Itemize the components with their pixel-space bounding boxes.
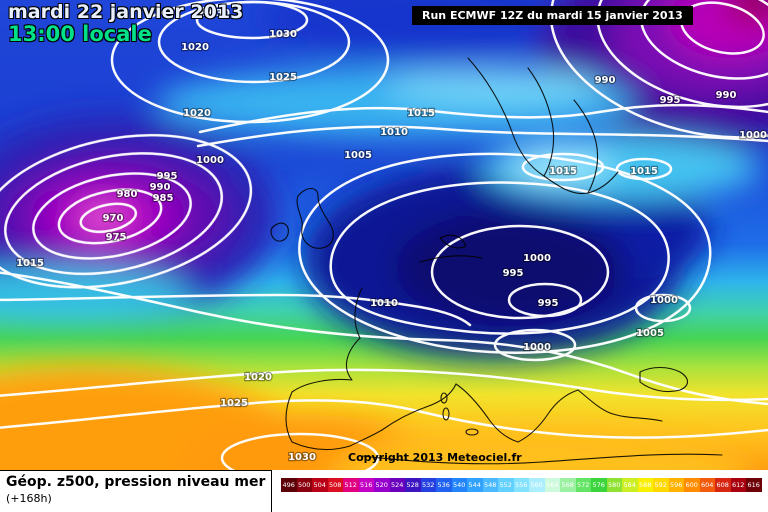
copyright-text: Copyright 2013 Meteociel.fr [348,451,522,464]
run-info-text: Run ECMWF 12Z du mardi 15 janvier 2013 [422,9,683,22]
contour-label: 1025 [269,72,297,83]
map-area: 1030 1030 1020 1025 1020 1015 1010 1005 1000 995 9… [0,0,768,470]
colorbar-cell: 564 [544,478,560,492]
colorbar-cell: 512 [343,478,359,492]
colorbar-cell: 568 [560,478,576,492]
colorbar-cell: 500 [296,478,312,492]
contour-label: 990 [150,182,171,193]
lead-time: (+168h) [6,492,52,505]
colorbar-cell: 496 [281,478,297,492]
colorbar-cell: 516 [358,478,374,492]
contour-label: 1015 [16,258,44,269]
contour-label: 975 [106,232,127,243]
colorbar-cell: 576 [591,478,607,492]
forecast-datetime: mardi 22 janvier 2013 13:00 locale [8,1,244,47]
contour-label: 1010 [380,127,408,138]
contour-label: 995 [660,95,681,106]
colorbar-cell: 592 [653,478,669,492]
colorbar-cell: 504 [312,478,328,492]
colorbar-cell: 508 [327,478,343,492]
colorbar-cell: 532 [420,478,436,492]
colorbar-cell: 528 [405,478,421,492]
contour-label: 1015 [407,108,435,119]
colorbar-cell: 584 [622,478,638,492]
colorbar-cell: 540 [451,478,467,492]
map-title: Géop. z500, pression niveau mer [6,474,266,490]
colorbar-cell: 612 [730,478,746,492]
contour-label: 1005 [344,150,372,161]
contour-label: 1000 [523,342,551,353]
contour-label: 1000 [523,253,551,264]
forecast-date: mardi 22 janvier 2013 [8,1,244,23]
colorbar-cell: 560 [529,478,545,492]
contour-label: 1020 [181,42,209,53]
colorbar-cell: 536 [436,478,452,492]
colorbar-cell: 548 [482,478,498,492]
contour-label: 1010 [370,298,398,309]
map-title-box: Géop. z500, pression niveau mer (+168h) [0,470,272,512]
colorbar-cell: 556 [513,478,529,492]
contour-label: 1025 [220,398,248,409]
contour-label: 995 [503,268,524,279]
colorbar-cell: 596 [668,478,684,492]
contour-label: 980 [117,189,138,200]
forecast-time: 13:00 locale [8,22,152,47]
contour-label: 1000 [650,295,678,306]
run-info-box: Run ECMWF 12Z du mardi 15 janvier 2013 [412,6,693,25]
contour-label: 1000 [196,155,224,166]
contour-label: 995 [538,298,559,309]
contour-label: 995 [157,171,178,182]
colorbar-cell: 552 [498,478,514,492]
colorbar-cell: 616 [746,478,762,492]
contour-label: 1020 [244,372,272,383]
contour-label: 970 [103,213,124,224]
isobar-contours [0,0,768,470]
colorbar-cell: 600 [684,478,700,492]
colorbar-cell: 608 [715,478,731,492]
contour-label: 1015 [630,166,658,177]
colorbar: 496 500 504 508 512 516 520 524 528 532 536 540 544 5… [281,478,762,492]
colorbar-cell: 572 [575,478,591,492]
coastlines [270,57,723,465]
colorbar-cell: 588 [637,478,653,492]
contour-label: 1005 [636,328,664,339]
contour-label: 1000 [739,130,767,141]
geopotential-field-blobs [0,0,768,470]
colorbar-cell: 580 [606,478,622,492]
colorbar-cell: 544 [467,478,483,492]
colorbar-cell: 604 [699,478,715,492]
contour-label: 1030 [288,452,316,463]
contour-label: 1020 [183,108,211,119]
colorbar-cell: 520 [374,478,390,492]
contour-label: 1030 [269,29,297,40]
contour-label: 1015 [549,166,577,177]
contour-label: 1030 [202,8,230,19]
contour-label: 990 [595,75,616,86]
contour-label: 990 [716,90,737,101]
colorbar-cell: 524 [389,478,405,492]
contour-label: 985 [153,193,174,204]
bottom-bar: Géop. z500, pression niveau mer (+168h) … [0,470,768,512]
